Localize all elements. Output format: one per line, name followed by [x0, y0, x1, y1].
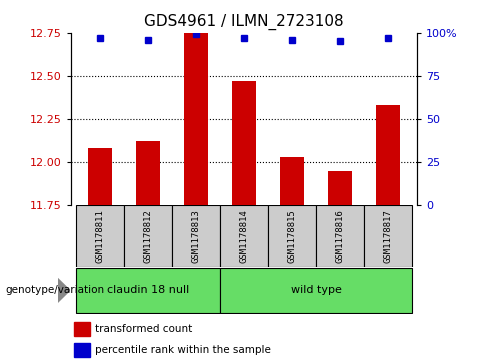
Text: wild type: wild type	[291, 285, 342, 295]
Text: GSM1178815: GSM1178815	[287, 209, 297, 263]
Text: GSM1178813: GSM1178813	[191, 209, 201, 263]
Bar	[74, 322, 90, 337]
Bar	[172, 205, 220, 267]
Polygon shape	[58, 278, 70, 302]
Bar	[365, 205, 412, 267]
Bar	[328, 171, 352, 205]
Bar	[76, 205, 123, 267]
Text: GSM1178811: GSM1178811	[95, 209, 104, 263]
Bar	[88, 148, 112, 205]
Bar	[123, 205, 172, 267]
Text: GSM1178816: GSM1178816	[336, 209, 345, 263]
Bar	[74, 343, 90, 357]
Bar	[76, 268, 220, 313]
Text: claudin 18 null: claudin 18 null	[107, 285, 189, 295]
Bar	[232, 81, 256, 205]
Bar	[376, 105, 400, 205]
Bar	[220, 205, 268, 267]
Bar	[316, 205, 365, 267]
Bar	[220, 268, 412, 313]
Bar	[280, 157, 304, 205]
Text: transformed count: transformed count	[95, 324, 192, 334]
Text: GSM1178817: GSM1178817	[384, 209, 393, 263]
Bar	[268, 205, 316, 267]
Text: genotype/variation: genotype/variation	[5, 285, 104, 295]
Bar	[184, 33, 208, 205]
Bar	[136, 141, 160, 205]
Text: GSM1178812: GSM1178812	[143, 209, 152, 263]
Title: GDS4961 / ILMN_2723108: GDS4961 / ILMN_2723108	[144, 14, 344, 30]
Text: GSM1178814: GSM1178814	[240, 209, 248, 263]
Text: percentile rank within the sample: percentile rank within the sample	[95, 345, 271, 355]
